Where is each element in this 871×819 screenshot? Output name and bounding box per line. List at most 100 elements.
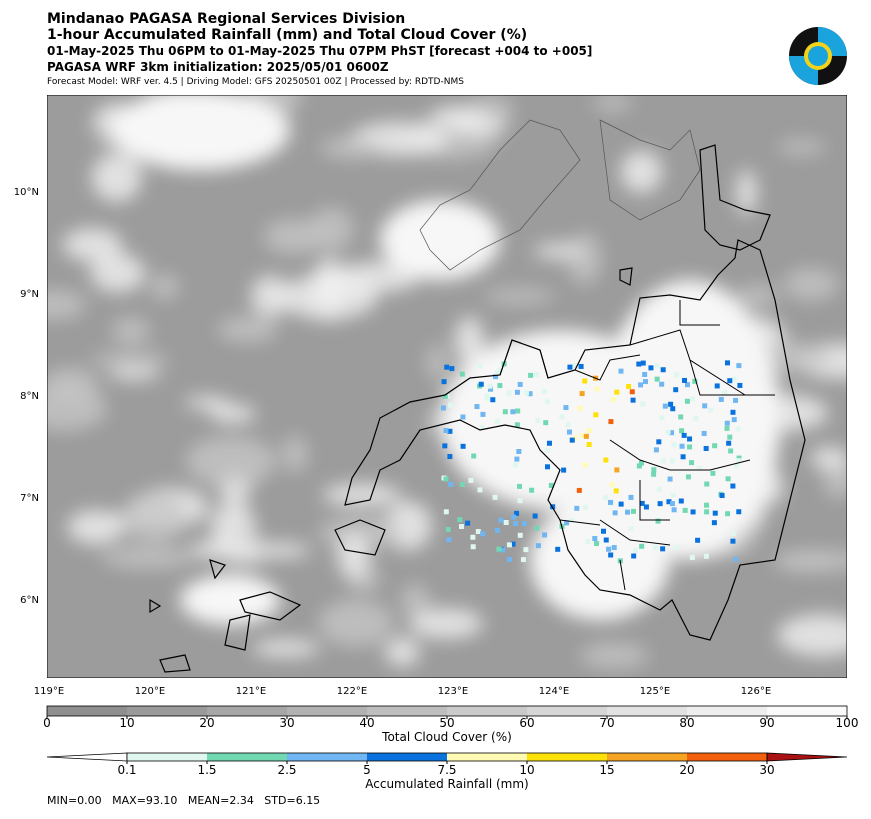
rain-pixel: [510, 409, 516, 415]
lat-label: 8°N: [20, 391, 39, 402]
rain-pixel: [642, 371, 648, 377]
rain-pixel: [737, 382, 743, 388]
rain-colorbar-tick-label: 15: [599, 763, 614, 777]
cloud-patch: [111, 317, 150, 345]
rain-pixel: [687, 444, 693, 450]
rain-pixel: [618, 501, 624, 507]
rain-pixel: [636, 361, 642, 367]
rain-pixel: [443, 509, 449, 515]
rain-pixel: [730, 530, 736, 536]
rain-pixel: [736, 458, 742, 464]
initialization: PAGASA WRF 3km initialization: 2025/05/0…: [47, 60, 389, 74]
rain-pixel: [733, 556, 739, 562]
lon-label: 120°E: [135, 686, 165, 697]
rain-pixel: [690, 396, 696, 402]
rain-pixel: [572, 362, 578, 368]
rain-pixel: [442, 393, 448, 399]
rain-pixel: [534, 525, 540, 531]
rain-pixel: [478, 381, 484, 387]
rain-colorbar-tick-label: 0.1: [117, 763, 136, 777]
cloud-patch: [380, 200, 500, 280]
rain-pixel: [441, 379, 447, 385]
rain-pixel: [670, 458, 676, 464]
rain-pixel: [609, 482, 615, 488]
rain-pixel: [704, 502, 710, 508]
cloud-patch: [823, 459, 847, 499]
cloud-patch: [101, 546, 193, 569]
rain-pixel: [687, 436, 693, 442]
rain-pixel: [656, 439, 662, 445]
rain-pixel: [546, 440, 552, 446]
cloud-patch: [320, 136, 382, 159]
cloud-patch: [252, 639, 320, 658]
cloud-patch: [533, 243, 583, 259]
rain-pixel: [733, 397, 739, 403]
rain-pixel: [730, 483, 736, 489]
cloud-colorbar-tick-label: 10: [119, 716, 134, 730]
rain-pixel: [662, 403, 668, 409]
rain-pixel: [507, 556, 513, 562]
rain-pixel: [592, 536, 598, 542]
rain-colorbar-segment: [607, 753, 687, 761]
rain-pixel: [465, 520, 471, 526]
rain-colorbar-segment: [447, 753, 527, 761]
rain-pixel: [610, 397, 616, 403]
cloud-patch: [250, 275, 290, 317]
rain-pixel: [703, 553, 709, 559]
rain-colorbar-tick-label: 7.5: [437, 763, 456, 777]
lat-label: 6°N: [20, 595, 39, 606]
cloud-colorbar-segment: [207, 706, 287, 716]
cloud-patch: [600, 280, 780, 560]
rain-pixel: [477, 487, 483, 493]
rain-pixel: [730, 538, 736, 544]
rain-pixel: [643, 379, 649, 385]
rain-pixel: [731, 376, 737, 382]
rain-pixel: [586, 441, 592, 447]
rain-pixel: [668, 401, 674, 407]
rain-pixel: [603, 537, 609, 543]
rain-pixel: [517, 381, 523, 387]
rain-pixel: [689, 554, 695, 560]
rain-pixel: [696, 465, 702, 471]
rain-pixel: [680, 454, 686, 460]
cloud-patch: [454, 316, 485, 365]
rain-pixel: [559, 414, 565, 420]
rain-pixel: [594, 386, 600, 392]
rain-pixel: [506, 542, 512, 548]
rain-pixel: [477, 363, 483, 369]
rain-pixel: [689, 460, 695, 466]
rain-pixel: [727, 434, 733, 440]
rain-pixel: [520, 557, 526, 563]
rain-pixel: [701, 430, 707, 436]
rain-pixel: [443, 428, 449, 434]
rain-pixel: [718, 396, 724, 402]
cloud-patch: [184, 396, 230, 410]
rain-pixel: [724, 360, 730, 366]
cloud-patch: [263, 219, 325, 254]
rain-pixel: [678, 498, 684, 504]
rain-colorbar-segment: [287, 753, 367, 761]
rain-pixel: [468, 477, 474, 483]
rain-pixel: [639, 500, 645, 506]
rain-pixel: [712, 443, 718, 449]
rain-colorbar-label: Accumulated Rainfall (mm): [365, 777, 528, 791]
rain-pixel: [614, 467, 620, 473]
cloud-patch: [217, 316, 278, 342]
cloud-patch: [408, 608, 484, 639]
rain-pixel: [565, 422, 571, 428]
cloud-patch: [334, 261, 420, 293]
rain-pixel: [444, 364, 450, 370]
rain-pixel: [736, 363, 742, 369]
lon-label: 122°E: [337, 686, 367, 697]
rain-colorbar-under: [46, 752, 128, 762]
rain-pixel: [497, 383, 503, 389]
lat-label: 9°N: [20, 289, 39, 300]
rain-pixel: [577, 405, 583, 411]
rain-pixel: [671, 507, 677, 513]
cloud-patch: [772, 550, 847, 572]
rain-pixel: [724, 420, 730, 426]
rain-pixel: [543, 420, 549, 426]
rain-pixel: [514, 510, 520, 516]
rain-pixel: [631, 553, 637, 559]
rain-pixel: [636, 463, 642, 469]
